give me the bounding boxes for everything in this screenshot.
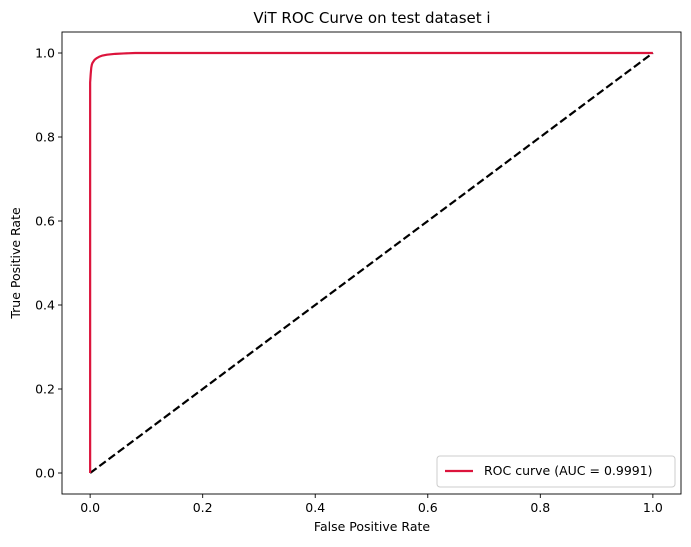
y-axis-title: True Positive Rate: [8, 207, 23, 320]
chart-title: ViT ROC Curve on test dataset i: [253, 9, 490, 27]
x-tick-label: 0.8: [530, 500, 550, 515]
legend: ROC curve (AUC = 0.9991): [436, 455, 676, 488]
y-axis-ticks: 0.0 0.2 0.4 0.6 0.8 1.0: [35, 46, 62, 481]
x-axis-ticks: 0.0 0.2 0.4 0.6 0.8 1.0: [80, 494, 663, 515]
x-tick-label: 0.2: [193, 500, 213, 515]
y-tick-label: 0.0: [35, 466, 55, 481]
x-tick-label: 0.0: [80, 500, 100, 515]
y-tick-label: 0.8: [35, 130, 55, 145]
y-tick-label: 0.2: [35, 382, 55, 397]
x-tick-label: 1.0: [643, 500, 663, 515]
legend-box: [436, 455, 676, 488]
plot-frame: [61, 31, 682, 495]
y-tick-label: 1.0: [35, 46, 55, 61]
x-tick-label: 0.4: [305, 500, 325, 515]
x-tick-label: 0.6: [418, 500, 438, 515]
y-tick-label: 0.6: [35, 214, 55, 229]
x-axis-title: False Positive Rate: [314, 519, 430, 534]
legend-label-roc-curve: ROC curve (AUC = 0.9991): [484, 463, 653, 478]
diagonal-reference-line: [89, 52, 654, 474]
series-layer: [89, 51, 654, 474]
roc-curve-line: [89, 51, 653, 473]
y-tick-label: 0.4: [35, 298, 55, 313]
